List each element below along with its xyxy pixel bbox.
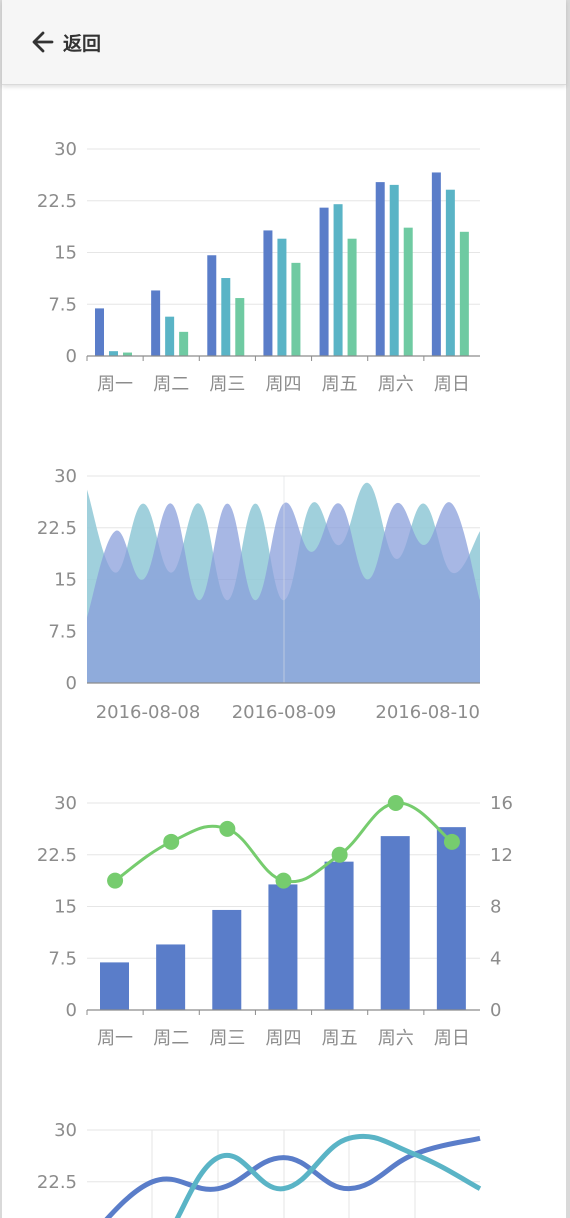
- y-tick-label: 22.5: [37, 518, 77, 539]
- line-point: [331, 846, 348, 863]
- bar-series-1: [95, 308, 104, 356]
- y-tick-label: 0: [66, 673, 77, 694]
- bar-series-2: [277, 238, 287, 356]
- bar-series-3: [291, 262, 301, 356]
- bar-series-1: [263, 230, 273, 356]
- bar-series-2: [109, 351, 118, 356]
- app-header: 返回: [2, 0, 566, 85]
- y-tick-label: 7.5: [48, 621, 77, 642]
- bar: [324, 861, 354, 1010]
- bar: [100, 962, 129, 1010]
- back-button[interactable]: 返回: [31, 29, 101, 56]
- date-area-chart: 0 7.5 15 22.5 30 2016-08-08 2016-08-09 2016-08-…: [37, 466, 480, 723]
- line-point: [387, 795, 404, 811]
- y-tick-label: 22.5: [37, 845, 77, 866]
- x-tick-label: 2016-08-08: [96, 702, 201, 723]
- x-tick-label: 周四: [266, 374, 302, 395]
- bar-series-1: [151, 290, 161, 356]
- line-point: [219, 820, 236, 837]
- y-tick-label: 15: [54, 243, 77, 264]
- bar-series-3: [123, 352, 132, 356]
- line-series-2: [174, 1133, 482, 1218]
- y-tick-label: 22.5: [37, 1172, 77, 1193]
- x-tick-label: 周一: [97, 1028, 133, 1049]
- y-right-tick-label: 4: [490, 948, 501, 969]
- bar-series-3: [459, 231, 469, 356]
- y-tick-label: 7.5: [48, 948, 77, 969]
- bar-series-2: [445, 189, 455, 356]
- y-right-tick-label: 12: [490, 845, 513, 866]
- bar-series-1: [207, 255, 217, 356]
- back-label: 返回: [63, 32, 102, 55]
- line-point: [443, 833, 460, 850]
- x-tick-label: 周二: [153, 374, 189, 395]
- x-tick-label: 周五: [322, 1028, 358, 1049]
- bar-series-2: [389, 184, 399, 356]
- bar-series-1: [375, 182, 385, 356]
- y-tick-label: 0: [66, 346, 77, 367]
- x-tick-label: 2016-08-10: [375, 702, 480, 723]
- x-tick-label: 周二: [153, 1028, 189, 1049]
- bar: [436, 827, 466, 1010]
- y-right-tick-label: 0: [490, 1000, 501, 1021]
- x-tick-label: 周四: [266, 1028, 302, 1049]
- x-tick-label: 周三: [209, 374, 245, 395]
- y-tick-label: 15: [54, 897, 77, 918]
- x-tick-label: 周五: [322, 374, 358, 395]
- y-tick-label: 30: [54, 793, 77, 814]
- bar-series-2: [165, 316, 175, 356]
- y-right-tick-label: 8: [490, 897, 501, 918]
- bar: [268, 884, 298, 1010]
- line-point: [107, 872, 124, 889]
- x-tick-label: 周六: [378, 374, 414, 395]
- y-tick-label: 22.5: [37, 191, 77, 212]
- y-tick-label: 0: [66, 1000, 77, 1021]
- line-point: [163, 833, 180, 850]
- bar-series-3: [235, 298, 245, 356]
- bar: [212, 909, 242, 1010]
- bar-series-1: [319, 207, 329, 356]
- y-tick-label: 15: [54, 570, 77, 591]
- y-tick-label: 30: [54, 139, 77, 160]
- bar-series-2: [221, 278, 231, 356]
- x-tick-label: 周三: [209, 1028, 245, 1049]
- y-tick-label: 7.5: [48, 294, 77, 315]
- bar: [156, 944, 186, 1010]
- weekly-grouped-bar-chart: 0 7.5 15 22.5 30 周一 周二 周三 周四 周五 周六 周日: [37, 139, 480, 395]
- x-tick-label: 周日: [434, 374, 470, 395]
- smooth-line-chart: 22.5 30: [37, 1120, 482, 1218]
- bar: [380, 836, 410, 1010]
- x-tick-label: 2016-08-09: [232, 702, 337, 723]
- bar-series-3: [347, 238, 357, 356]
- x-tick-label: 周六: [378, 1028, 414, 1049]
- bar-series-3: [179, 331, 189, 356]
- page-border-right: [566, 0, 570, 1218]
- y-tick-label: 30: [54, 466, 77, 487]
- x-tick-label: 周日: [434, 1028, 470, 1049]
- y-right-tick-label: 16: [490, 793, 513, 814]
- x-tick-label: 周一: [97, 374, 133, 395]
- arrow-left-icon: [31, 30, 55, 54]
- bar-series-1: [431, 172, 441, 356]
- y-tick-label: 30: [54, 1120, 77, 1141]
- line-point: [275, 872, 292, 889]
- bar-line-combo-chart: 0 7.5 15 22.5 30 0 4 8 12 16 周一 周二 周三 周四 周五 周六 周日: [37, 793, 513, 1049]
- page-border-left: [0, 0, 2, 1218]
- bar-series-2: [333, 204, 343, 356]
- bar-series-3: [403, 227, 413, 356]
